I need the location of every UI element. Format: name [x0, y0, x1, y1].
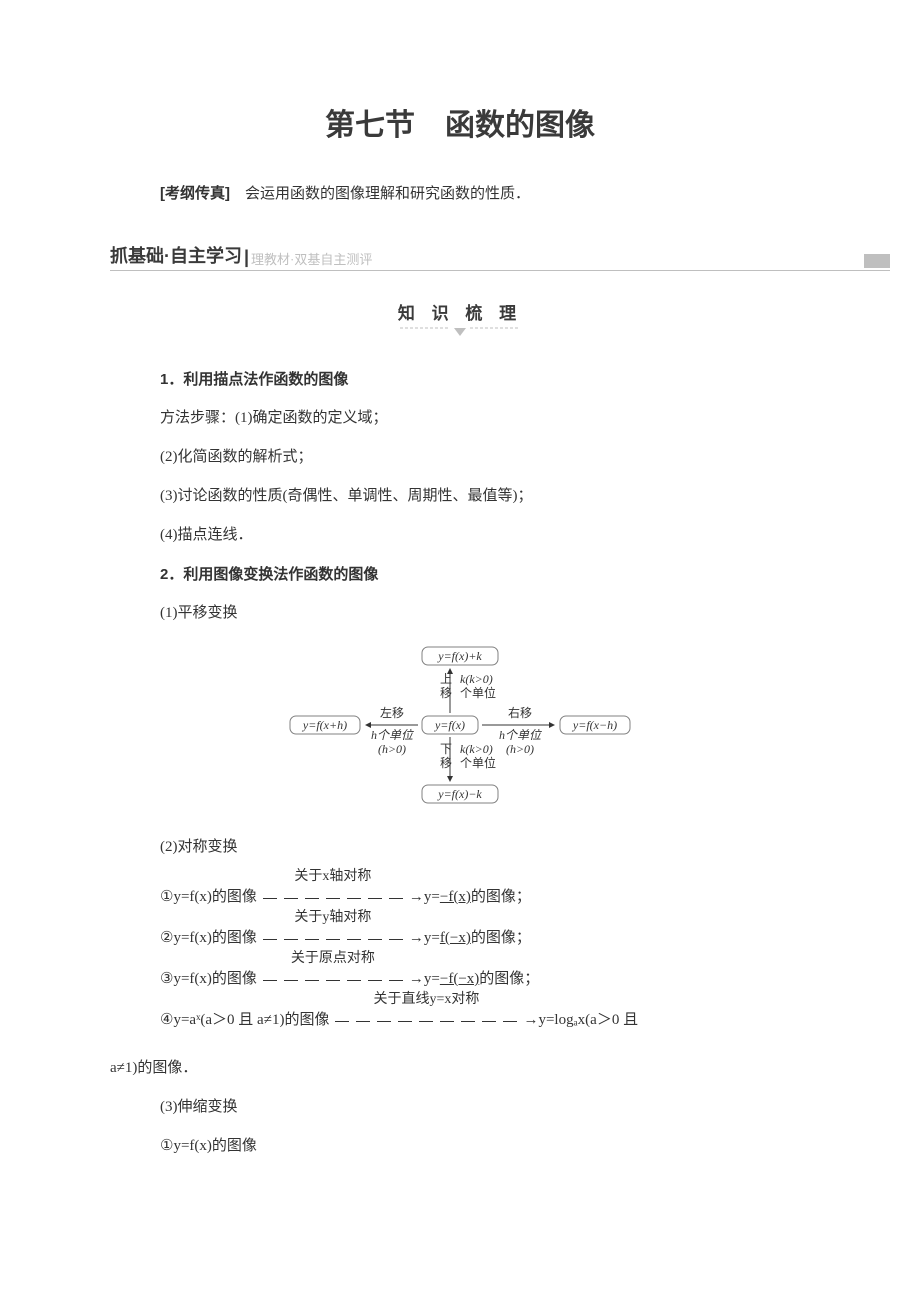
step-3: (3)讨论函数的性质(奇偶性、单调性、周期性、最值等)；: [130, 477, 790, 516]
subheading-text: 知 识 梳 理: [130, 299, 790, 324]
sym3-arrow: 关于原点对称: [263, 967, 403, 990]
svg-text:(h>0): (h>0): [506, 742, 534, 756]
heading-2-1: (1)平移变换: [130, 594, 790, 633]
section-banner-pipe: |: [244, 247, 249, 268]
symmetry-row-2: ②y=f(x)的图像 关于y轴对称 →y=f(−x)的图像；: [130, 926, 790, 949]
outline-text: 会运用函数的图像理解和研究函数的性质．: [230, 186, 530, 202]
section-banner: 抓基础·自主学习 | 理教材·双基自主测评: [110, 242, 890, 271]
svg-text:h个单位: h个单位: [499, 728, 542, 742]
symmetry-row-4: ④y=aˣ(a＞0 且 a≠1)的图像 关于直线y=x对称 →y=logₐx(a…: [130, 1008, 790, 1031]
sym1-lead: ①y=f(x)的图像: [130, 887, 257, 908]
section-banner-underline: [110, 270, 890, 271]
sym4-caption: 关于直线y=x对称: [374, 990, 480, 1010]
heading-2-3: (3)伸缩变换: [130, 1088, 790, 1127]
sym1-caption: 关于x轴对称: [294, 867, 371, 887]
sym1-arrow: 关于x轴对称: [263, 885, 403, 908]
svg-text:y=f(x−h): y=f(x−h): [572, 718, 617, 732]
sym2-arrow: 关于y轴对称: [263, 926, 403, 949]
step-2: (2)化简函数的解析式；: [130, 438, 790, 477]
subheading-rule-icon: [400, 326, 520, 338]
svg-text:个单位: 个单位: [460, 755, 496, 770]
outline-label: [考纲传真]: [160, 185, 230, 202]
outline-paragraph: [考纲传真] 会运用函数的图像理解和研究函数的性质．: [130, 174, 790, 214]
shift-diagram: y=f(x)+k y=f(x) y=f(x)−k y=f(x+h) y=f(x−…: [130, 645, 790, 810]
svg-text:个单位: 个单位: [460, 685, 496, 700]
section-banner-endblock: [864, 254, 890, 268]
svg-text:y=f(x): y=f(x): [434, 718, 465, 732]
heading-1: 1．利用描点法作函数的图像: [130, 360, 790, 399]
svg-text:y=f(x)−k: y=f(x)−k: [437, 787, 482, 801]
sym4-continuation: a≠1)的图像．: [110, 1049, 790, 1088]
svg-text:移: 移: [440, 686, 452, 700]
svg-text:上: 上: [440, 672, 452, 686]
heading-2: 2．利用图像变换法作函数的图像: [130, 555, 790, 594]
svg-text:k(k>0): k(k>0): [460, 742, 493, 756]
step-4: (4)描点连线．: [130, 516, 790, 555]
sym2-lead: ②y=f(x)的图像: [130, 928, 257, 949]
subheading: 知 识 梳 理: [130, 299, 790, 338]
heading-2-2: (2)对称变换: [130, 828, 790, 867]
sym3-tail: →y=−f(−x)的图像；: [409, 969, 539, 990]
svg-text:y=f(x+h): y=f(x+h): [302, 718, 347, 732]
svg-text:h个单位: h个单位: [371, 728, 414, 742]
sym4-tail: →y=logₐx(a＞0 且: [523, 1010, 638, 1031]
page-title: 第七节 函数的图像: [130, 100, 790, 144]
sym1-tail: →y=−f(x)的图像；: [409, 887, 531, 908]
svg-text:左移: 左移: [380, 705, 404, 720]
svg-text:下: 下: [440, 742, 452, 756]
svg-text:k(k>0): k(k>0): [460, 672, 493, 686]
svg-text:y=f(x)+k: y=f(x)+k: [437, 649, 482, 663]
heading-2-3-line: ①y=f(x)的图像: [130, 1127, 790, 1166]
sym3-caption: 关于原点对称: [291, 949, 375, 969]
section-banner-main: 抓基础·自主学习: [110, 242, 242, 268]
sym4-arrow: 关于直线y=x对称: [335, 1008, 517, 1031]
section-banner-sub: 理教材·双基自主测评: [251, 249, 372, 268]
sym2-tail: →y=f(−x)的图像；: [409, 928, 531, 949]
sym4-lead: ④y=aˣ(a＞0 且 a≠1)的图像: [130, 1010, 329, 1031]
svg-text:移: 移: [440, 756, 452, 770]
symmetry-row-1: ①y=f(x)的图像 关于x轴对称 →y=−f(x)的图像；: [130, 885, 790, 908]
sym3-lead: ③y=f(x)的图像: [130, 969, 257, 990]
svg-text:(h>0): (h>0): [378, 742, 406, 756]
svg-text:右移: 右移: [508, 705, 532, 720]
sym2-caption: 关于y轴对称: [294, 908, 371, 928]
step-1: 方法步骤：(1)确定函数的定义域；: [130, 399, 790, 438]
symmetry-row-3: ③y=f(x)的图像 关于原点对称 →y=−f(−x)的图像；: [130, 967, 790, 990]
